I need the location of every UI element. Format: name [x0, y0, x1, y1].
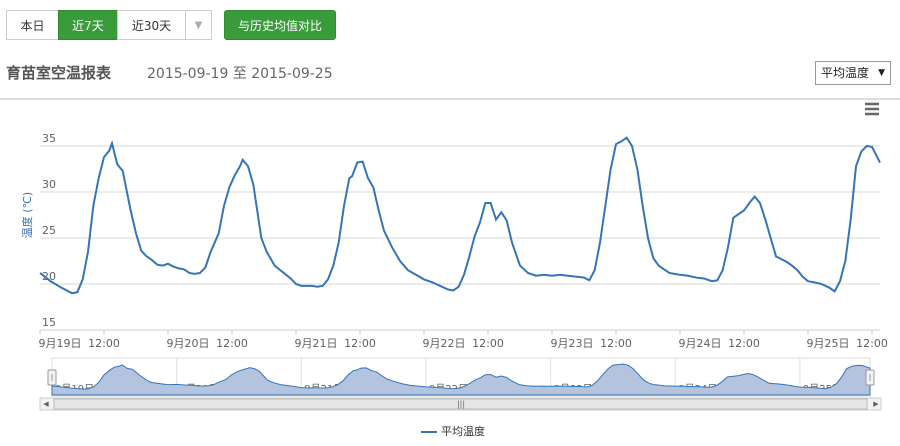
x-tick-label: 12:00: [472, 337, 504, 350]
y-tick-label: 15: [42, 316, 56, 329]
scrollbar-thumb[interactable]: [53, 398, 868, 410]
x-tick-label: 9月20日: [167, 337, 210, 350]
legend-label: 平均温度: [441, 424, 485, 438]
y-tick-label: 35: [42, 132, 56, 145]
x-tick-label: 9月24日: [679, 337, 722, 350]
button-today[interactable]: 本日: [6, 10, 59, 40]
x-tick-label: 9月22日: [423, 337, 466, 350]
y-tick-label: 30: [42, 178, 56, 191]
x-tick-label: 12:00: [88, 337, 120, 350]
x-tick-label: 12:00: [728, 337, 760, 350]
y-tick-label: 25: [42, 224, 56, 237]
report-title: 育苗室空温报表: [6, 64, 112, 82]
dropdown-button[interactable]: ▼: [185, 10, 212, 40]
menu-icon[interactable]: [865, 102, 879, 116]
scroll-left[interactable]: ◀: [43, 400, 49, 408]
x-tick-label: 9月21日: [295, 337, 338, 350]
compare-button[interactable]: 与历史均值对比: [224, 10, 336, 40]
x-tick-label: 9月19日: [39, 337, 82, 350]
button-7days[interactable]: 近7天: [58, 10, 118, 40]
x-tick-label: 12:00: [216, 337, 248, 350]
select-value: 平均温度: [821, 66, 870, 80]
x-tick-label: 9月25日: [807, 337, 850, 350]
y-axis-title: 温度 (℃): [20, 192, 34, 238]
metric-select[interactable]: 平均温度 ▼: [815, 61, 891, 85]
scrollbar-grip: |||: [457, 400, 465, 409]
select-arrow: ▼: [878, 68, 885, 78]
series-line: [39, 136, 881, 295]
date-range: 2015-09-19 至 2015-09-25: [147, 66, 333, 82]
x-tick-label: 12:00: [344, 337, 376, 350]
scroll-right[interactable]: ▶: [873, 400, 879, 408]
x-tick-label: 12:00: [856, 337, 888, 350]
y-tick-label: 20: [42, 270, 56, 283]
x-tick-label: 9月23日: [551, 337, 594, 350]
x-tick-label: 12:00: [600, 337, 632, 350]
navigator-area: [51, 363, 871, 396]
button-30days[interactable]: 近30天: [117, 10, 186, 40]
